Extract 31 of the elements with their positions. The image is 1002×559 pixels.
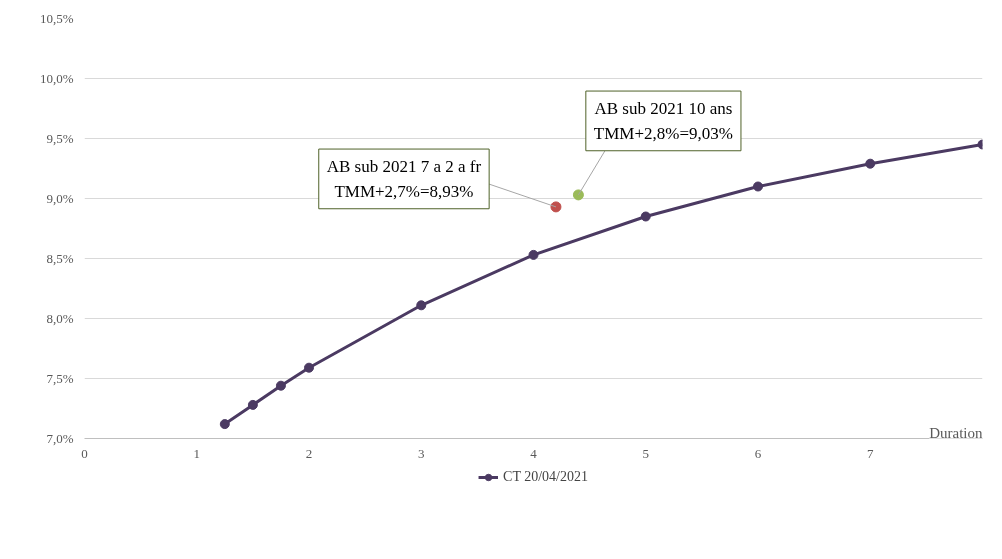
y-tick-label: 8,0% bbox=[46, 311, 74, 326]
x-tick-label: 1 bbox=[193, 445, 200, 461]
point bbox=[572, 189, 584, 201]
point bbox=[416, 300, 427, 311]
legend-label: CT 20/04/2021 bbox=[503, 469, 588, 485]
point bbox=[219, 419, 230, 430]
y-tick-label: 8,5% bbox=[46, 251, 74, 266]
y-tick-label: 9,0% bbox=[46, 191, 74, 206]
x-tick-label: 5 bbox=[642, 445, 649, 461]
y-tick-label: 9,5% bbox=[46, 131, 74, 146]
point bbox=[304, 362, 314, 373]
point bbox=[247, 399, 258, 410]
point bbox=[753, 181, 763, 192]
y-tick-label: 10,5% bbox=[39, 11, 74, 26]
x-tick-label: 7 bbox=[867, 445, 874, 461]
y-tick-label: 10,0% bbox=[39, 71, 74, 86]
annotation: AB sub 2021 7 a 2 a fr TMM+2,7%=8,93% bbox=[326, 157, 482, 201]
point bbox=[528, 249, 539, 260]
x-tick-label: 0 bbox=[81, 445, 88, 461]
point bbox=[275, 380, 286, 391]
y-tick-label: 7,5% bbox=[46, 371, 74, 386]
x-tick-label: 2 bbox=[305, 445, 313, 461]
x-axis-title: Duration bbox=[929, 424, 983, 441]
annotation: AB sub 2021 10 ans TMM+2,8%=9,03% bbox=[593, 99, 733, 143]
x-tick-label: 3 bbox=[418, 445, 425, 461]
point bbox=[550, 201, 562, 213]
x-tick-label: 4 bbox=[530, 445, 538, 461]
point bbox=[640, 211, 651, 222]
point bbox=[865, 158, 876, 169]
x-tick-label: 6 bbox=[754, 445, 762, 461]
y-tick-label: 7,0% bbox=[46, 431, 74, 446]
